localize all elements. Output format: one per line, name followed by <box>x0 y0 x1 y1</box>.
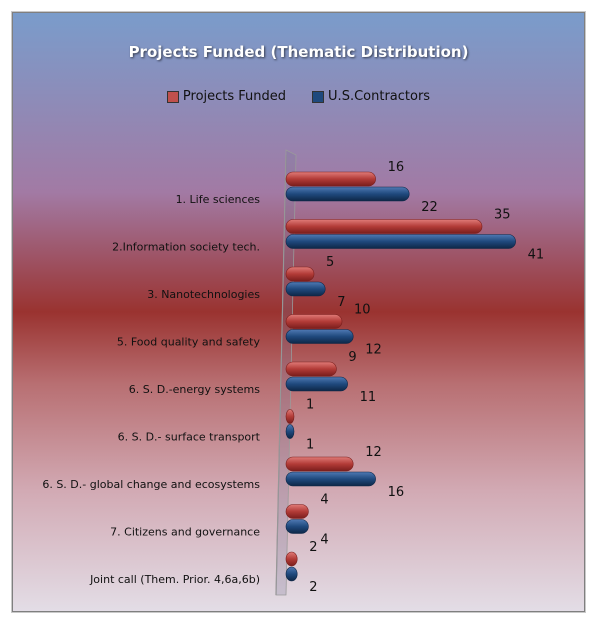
bar-us-contractors <box>285 234 516 249</box>
category-label: 2.Information society tech. <box>112 241 260 254</box>
axis-wall <box>275 149 297 596</box>
bar-projects-funded <box>285 314 343 329</box>
bar-us-contractors <box>285 186 410 202</box>
category-label: 7. Citizens and governance <box>110 526 260 539</box>
value-label-projects-funded: 12 <box>365 445 382 460</box>
category-label: Joint call (Them. Prior. 4,6a,6b) <box>89 573 260 586</box>
value-label-us-contractors: 12 <box>365 343 382 358</box>
value-label-us-contractors: 2 <box>309 580 317 595</box>
category-label: 6. S. D.- global change and ecosystems <box>42 478 260 491</box>
legend-swatch-projects-funded <box>166 90 179 103</box>
category-label: 1. Life sciences <box>176 193 261 206</box>
category-label: 6. S. D.- surface transport <box>118 431 261 444</box>
category-label: 3. Nanotechnologies <box>147 288 260 301</box>
legend-label-us-contractors: U.S.Contractors <box>328 89 431 104</box>
legend-item-projects-funded: Projects Funded <box>166 89 287 104</box>
legend-swatch-us-contractors <box>312 90 325 103</box>
bar-us-contractors <box>285 329 354 344</box>
value-label-projects-funded: 16 <box>388 160 405 175</box>
bar-projects-funded <box>285 171 376 187</box>
bar-us-contractors <box>285 471 376 487</box>
bar-projects-funded <box>285 361 337 377</box>
category-label: 5. Food quality and safety <box>117 336 261 349</box>
value-label-us-contractors: 16 <box>388 485 405 500</box>
value-label-projects-funded: 4 <box>320 493 328 508</box>
bar-projects-funded <box>285 409 295 424</box>
value-label-projects-funded: 2 <box>309 540 317 555</box>
value-label-projects-funded: 1 <box>306 398 314 413</box>
category-label: 6. S. D.-energy systems <box>129 383 260 396</box>
value-label-us-contractors: 41 <box>528 248 545 263</box>
value-label-projects-funded: 35 <box>494 208 511 223</box>
legend: Projects Funded U.S.Contractors <box>13 89 584 104</box>
bar-projects-funded <box>285 456 354 472</box>
legend-item-us-contractors: U.S.Contractors <box>312 89 430 104</box>
value-label-projects-funded: 5 <box>326 255 334 270</box>
bar-projects-funded <box>285 219 483 234</box>
bar-projects-funded <box>285 504 309 519</box>
chart-title: Projects Funded (Thematic Distribution) <box>128 43 469 61</box>
legend-label-projects-funded: Projects Funded <box>182 89 287 104</box>
bar-us-contractors <box>285 519 309 534</box>
bar-us-contractors <box>285 424 295 439</box>
bar-us-contractors <box>285 376 348 392</box>
bar-projects-funded <box>285 266 315 282</box>
bar-projects-funded <box>285 551 298 567</box>
value-label-projects-funded: 9 <box>348 350 356 365</box>
value-label-us-contractors: 22 <box>421 200 438 215</box>
value-label-us-contractors: 11 <box>360 390 377 405</box>
bar-us-contractors <box>285 281 326 297</box>
value-label-us-contractors: 1 <box>306 438 314 453</box>
value-label-projects-funded: 10 <box>354 303 371 318</box>
bar-us-contractors <box>285 566 298 582</box>
value-label-us-contractors: 7 <box>337 295 345 310</box>
value-label-us-contractors: 4 <box>320 533 328 548</box>
